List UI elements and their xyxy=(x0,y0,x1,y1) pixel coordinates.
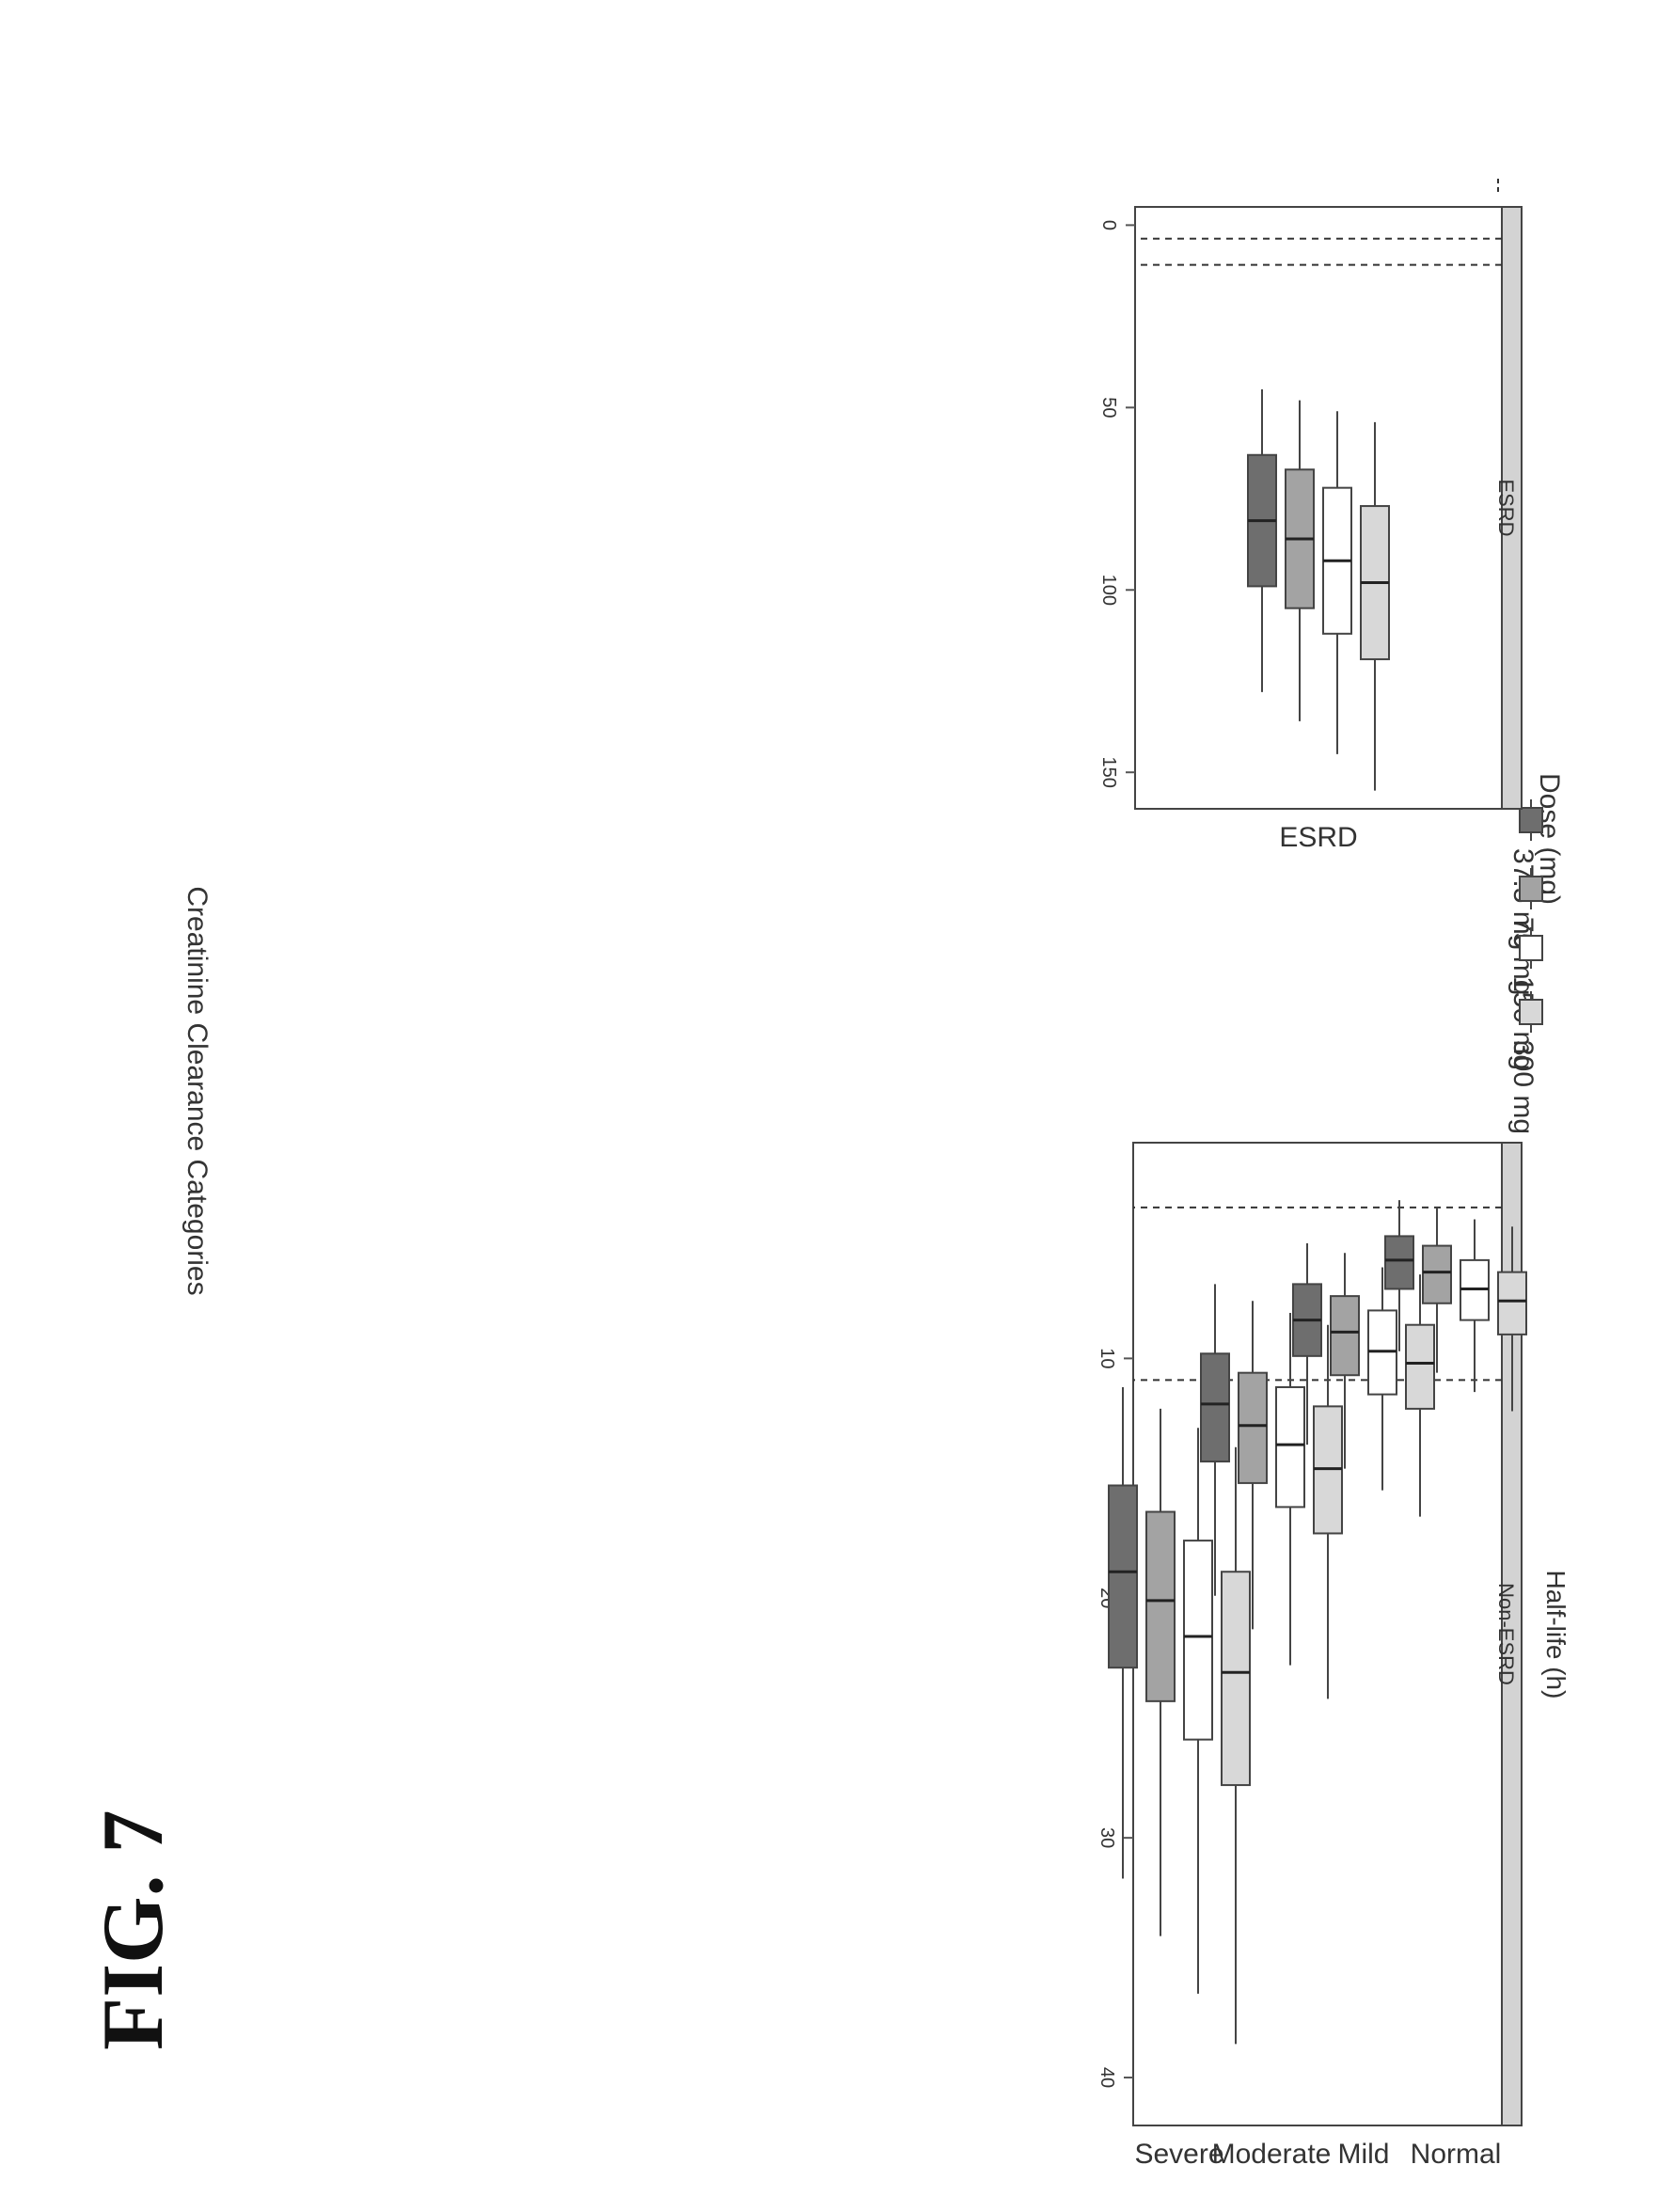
x-axis-title: Creatinine Clearance Categories xyxy=(182,886,213,1295)
value-tick-label: 10 xyxy=(1097,1348,1117,1368)
value-tick-label: 30 xyxy=(1097,1827,1117,1848)
box-iqr xyxy=(1405,1323,1435,1410)
box-iqr xyxy=(1183,1540,1213,1741)
panel-strip-label: ESRD xyxy=(1494,479,1518,536)
legend-dose-label: 300 mg xyxy=(1507,1040,1539,1134)
box-mild-75mg xyxy=(1330,1253,1360,1469)
box-normal-375mg xyxy=(1384,1200,1414,1351)
panel-strip xyxy=(1501,1142,1523,2126)
box-iqr xyxy=(1497,1271,1527,1335)
box-severe-300mg xyxy=(1221,1446,1251,2045)
box-iqr xyxy=(1238,1371,1268,1484)
box-iqr xyxy=(1384,1235,1414,1290)
panel-strip xyxy=(1501,206,1523,810)
value-tick-label: 0 xyxy=(1098,220,1119,230)
box-mild-300mg xyxy=(1405,1274,1435,1517)
box-severe-75mg xyxy=(1145,1408,1176,1936)
box-esrd-375mg xyxy=(1247,388,1277,692)
value-tick-label: 40 xyxy=(1097,2067,1117,2088)
category-label: ESRD xyxy=(1279,822,1357,853)
box-mild-150mg xyxy=(1367,1267,1397,1491)
box-moderate-300mg xyxy=(1313,1324,1343,1699)
y-axis-title: Half-life (h) xyxy=(1541,1571,1570,1699)
box-iqr xyxy=(1108,1484,1138,1669)
value-tick-label: 100 xyxy=(1098,575,1119,606)
box-esrd-300mg xyxy=(1360,421,1390,791)
category-label: Normal xyxy=(1411,2139,1502,2170)
box-esrd-75mg xyxy=(1285,400,1315,721)
box-iqr xyxy=(1275,1385,1305,1509)
legend-swatch xyxy=(1519,807,1543,833)
box-normal-150mg xyxy=(1460,1219,1490,1393)
chart-stage: 95% CI (Dose=150 mg, Normal CRCL)Dose (m… xyxy=(169,0,1673,2212)
figure-label: FIG. 7 xyxy=(85,1809,181,2050)
box-iqr xyxy=(1145,1510,1176,1702)
value-tick-label: 150 xyxy=(1098,757,1119,788)
box-mild-375mg xyxy=(1292,1243,1322,1446)
box-iqr xyxy=(1200,1352,1230,1462)
box-iqr xyxy=(1330,1295,1360,1377)
box-severe-150mg xyxy=(1183,1428,1213,1994)
box-moderate-75mg xyxy=(1238,1301,1268,1630)
panel-frame xyxy=(1134,206,1503,810)
box-moderate-375mg xyxy=(1200,1284,1230,1596)
box-iqr xyxy=(1422,1244,1452,1304)
box-normal-300mg xyxy=(1497,1226,1527,1412)
category-label: Severe xyxy=(1134,2139,1223,2170)
box-esrd-150mg xyxy=(1322,411,1352,754)
box-severe-375mg xyxy=(1108,1386,1138,1879)
legend-swatch xyxy=(1519,876,1543,902)
boxplot-chart: 95% CI (Dose=150 mg, Normal CRCL)Dose (m… xyxy=(182,179,1570,2170)
value-tick-label: 50 xyxy=(1098,397,1119,418)
legend-swatch xyxy=(1519,999,1543,1025)
category-label: Mild xyxy=(1337,2139,1389,2170)
box-iqr xyxy=(1221,1571,1251,1787)
panel-strip-label: Non-ESRD xyxy=(1494,1583,1518,1685)
category-label: Moderate xyxy=(1212,2139,1332,2170)
box-moderate-150mg xyxy=(1275,1312,1305,1666)
chart-rotator: 95% CI (Dose=150 mg, Normal CRCL)Dose (m… xyxy=(169,0,1673,2212)
box-normal-75mg xyxy=(1422,1207,1452,1373)
legend-swatch xyxy=(1519,935,1543,961)
